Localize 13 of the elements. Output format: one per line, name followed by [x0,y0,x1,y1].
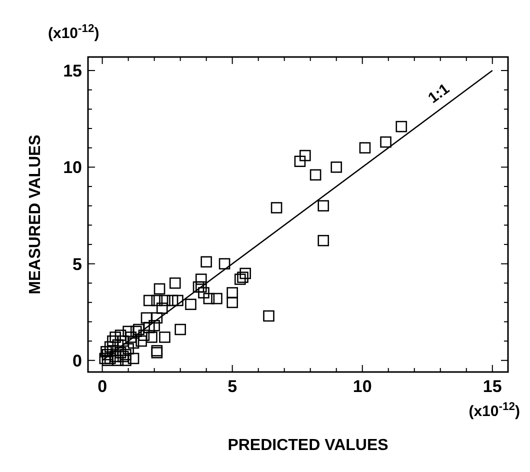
y-tick-label: 15 [63,62,82,81]
text: (x10$^{-12}$) [468,401,520,420]
y-tick-label: 5 [72,254,82,274]
text: 1:1 [425,80,453,107]
y-tick-label: 10 [63,158,82,178]
y-axis-title: MEASURED VALUES [27,134,44,294]
y-tick-label: 0 [72,351,82,370]
text: (x10$^{-12}$) [48,23,100,42]
x-tick-label: 5 [228,377,238,396]
x-tick-label: 10 [352,377,372,396]
x-tick-label: 0 [98,377,108,396]
x-axis-title: PREDICTED VALUES [228,437,389,454]
x-tick-label: 15 [482,377,502,396]
